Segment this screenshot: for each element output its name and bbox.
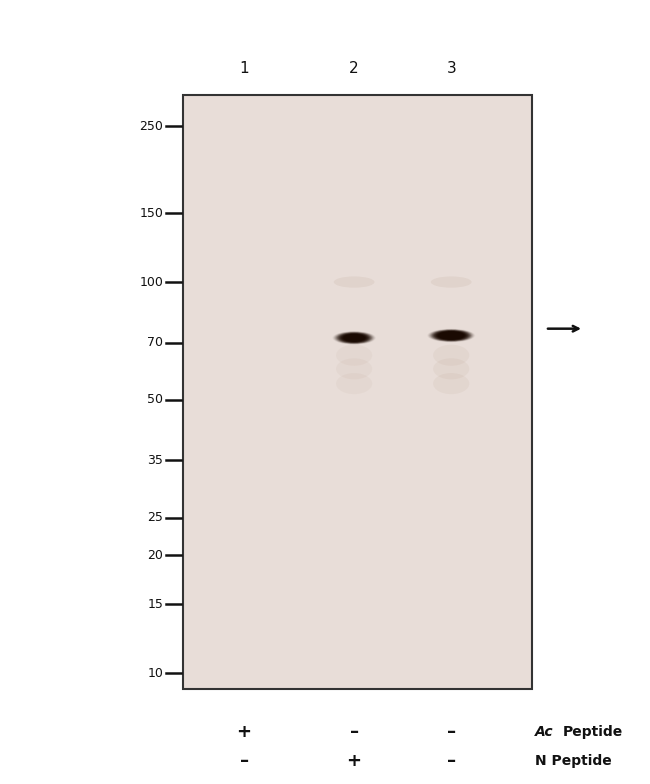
Text: 70: 70 [147,336,163,349]
Ellipse shape [432,330,471,341]
Ellipse shape [343,334,365,342]
Ellipse shape [334,332,374,344]
Ellipse shape [347,335,361,341]
Text: –: – [240,752,249,770]
Ellipse shape [333,332,375,344]
Ellipse shape [445,333,458,338]
Ellipse shape [430,329,473,342]
Text: 3: 3 [447,60,456,75]
Text: +: + [346,752,361,770]
Ellipse shape [350,336,358,339]
Ellipse shape [346,335,362,341]
Ellipse shape [441,332,461,339]
Ellipse shape [438,332,464,339]
Ellipse shape [344,334,365,342]
Ellipse shape [341,333,367,342]
Ellipse shape [337,332,370,343]
Text: N Peptide: N Peptide [536,753,612,768]
Ellipse shape [340,333,369,343]
Text: –: – [447,723,456,741]
Text: 50: 50 [147,394,163,406]
Ellipse shape [348,336,360,340]
Ellipse shape [337,332,371,343]
Ellipse shape [432,330,470,341]
Text: 250: 250 [139,120,163,132]
Ellipse shape [335,332,373,344]
Ellipse shape [446,333,457,338]
Ellipse shape [439,332,463,339]
Text: Peptide: Peptide [563,725,623,739]
Ellipse shape [348,336,361,340]
Ellipse shape [433,373,469,394]
Ellipse shape [333,277,374,288]
Ellipse shape [447,333,456,337]
Ellipse shape [436,331,467,340]
Text: 2: 2 [349,60,359,75]
Text: 10: 10 [148,666,163,680]
Ellipse shape [428,329,474,342]
Text: 15: 15 [148,598,163,611]
Ellipse shape [443,332,459,339]
Ellipse shape [437,331,465,339]
Text: +: + [237,723,252,741]
Ellipse shape [429,329,474,342]
Ellipse shape [341,333,367,343]
Ellipse shape [433,330,469,341]
Ellipse shape [339,333,369,343]
Ellipse shape [433,358,469,379]
Text: 150: 150 [139,207,163,220]
Ellipse shape [444,333,458,338]
Text: Ac: Ac [536,725,554,739]
Text: 25: 25 [148,511,163,524]
Text: –: – [350,723,359,741]
Text: 35: 35 [148,454,163,467]
Ellipse shape [447,334,455,337]
Ellipse shape [433,345,469,366]
Text: 100: 100 [139,275,163,289]
Ellipse shape [435,331,467,340]
Ellipse shape [336,332,372,343]
Ellipse shape [339,332,370,343]
Ellipse shape [443,332,460,339]
Ellipse shape [431,277,472,288]
Ellipse shape [441,332,462,339]
Ellipse shape [345,335,363,341]
Ellipse shape [344,335,364,341]
Text: 1: 1 [239,60,249,75]
Ellipse shape [351,336,358,339]
Ellipse shape [349,336,359,340]
Ellipse shape [436,331,466,340]
Bar [183,95,532,689]
Ellipse shape [434,330,469,341]
Ellipse shape [430,329,472,342]
Text: –: – [447,752,456,770]
Ellipse shape [343,334,366,342]
Ellipse shape [440,332,463,339]
Ellipse shape [335,332,374,344]
Text: 20: 20 [148,549,163,562]
